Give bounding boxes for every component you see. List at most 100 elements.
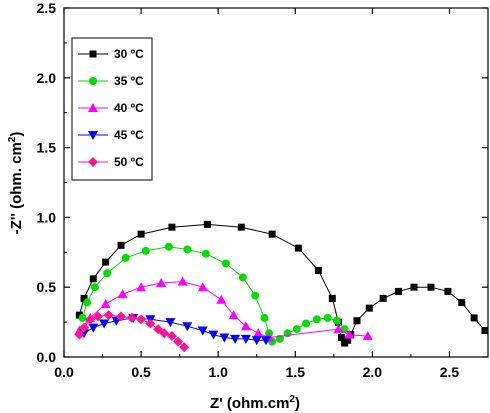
series-4: [79, 313, 271, 346]
data-point: [168, 223, 176, 231]
x-tick-label: 0.5: [131, 364, 151, 380]
series-1: [75, 220, 489, 347]
legend-label: 30 ºC: [114, 47, 144, 61]
data-point: [410, 283, 418, 291]
data-point: [379, 294, 387, 302]
data-point: [177, 276, 188, 286]
data-point: [344, 336, 352, 344]
data-point: [323, 313, 332, 322]
series-5: [74, 310, 190, 353]
y-tick-label: 2.5: [37, 0, 57, 16]
data-point: [92, 311, 103, 322]
data-point: [219, 333, 230, 343]
data-point: [427, 283, 435, 291]
data-point: [240, 321, 251, 331]
legend-marker: [88, 131, 98, 140]
data-point: [166, 331, 177, 342]
legend-item-5: 50 ºC: [78, 155, 144, 169]
data-point: [121, 253, 130, 262]
data-point: [141, 246, 150, 255]
x-axis-title: Z' (ohm.cm2): [210, 394, 300, 412]
legend-label: 50 ºC: [114, 155, 144, 169]
data-point: [136, 314, 147, 325]
y-tick-label: 0.5: [37, 279, 57, 295]
data-point: [201, 249, 210, 258]
data-point: [444, 287, 452, 295]
data-point: [260, 336, 271, 346]
data-point: [79, 322, 90, 333]
data-point: [99, 319, 110, 329]
data-point: [117, 241, 125, 249]
data-point: [362, 331, 373, 341]
data-point: [182, 322, 193, 332]
series-3: [74, 276, 373, 342]
legend-item-4: 45 ºC: [78, 128, 144, 142]
x-tick-label: 1.5: [286, 364, 306, 380]
legend-label: 35 ºC: [114, 74, 144, 88]
data-point: [197, 326, 208, 336]
data-point: [74, 329, 85, 340]
data-point: [145, 318, 156, 329]
data-point: [237, 223, 245, 231]
data-point: [328, 294, 336, 302]
series-2: [78, 242, 349, 346]
data-point: [85, 314, 96, 325]
data-point: [165, 318, 176, 328]
data-point: [353, 317, 361, 325]
data-point: [312, 315, 321, 324]
data-point: [344, 329, 355, 339]
data-point: [103, 269, 112, 278]
data-point: [117, 289, 128, 299]
y-tick-label: 2.0: [37, 70, 57, 86]
y-tick-label: 0.0: [37, 349, 57, 365]
data-point: [314, 266, 322, 274]
data-point: [103, 310, 114, 321]
data-point: [302, 319, 311, 328]
data-point: [395, 287, 403, 295]
legend-marker: [88, 103, 98, 112]
data-point: [100, 298, 111, 308]
data-point: [75, 311, 83, 319]
y-axis-title: -Z'' (ohm. cm2): [7, 132, 25, 235]
plot-area: [74, 220, 489, 353]
series-line: [79, 281, 368, 339]
legend: 30 ºC 35 ºC 40 ºC 45 ºC 50 ºC: [71, 37, 153, 181]
data-point: [173, 336, 184, 347]
data-point: [365, 304, 373, 312]
data-point: [292, 325, 301, 334]
data-point: [338, 333, 346, 341]
legend-marker: [89, 50, 97, 58]
data-point: [179, 342, 190, 353]
x-tick-label: 1.0: [208, 364, 228, 380]
data-point: [332, 316, 341, 325]
y-axis-title-group: -Z'' (ohm. cm2): [7, 132, 25, 235]
data-point: [80, 294, 88, 302]
data-point: [89, 275, 97, 283]
legend-item-1: 30 ºC: [78, 47, 144, 61]
x-axis-title-group: Z' (ohm.cm2): [210, 394, 300, 412]
data-point: [481, 326, 489, 334]
data-point: [228, 310, 239, 320]
data-point: [458, 299, 466, 307]
legend-box: [71, 37, 153, 181]
axes: 0.0 0.5 1.0 1.5 2.0 2.5 0.0 0.5 1.0 1.5 2.0 2.5: [37, 0, 489, 380]
data-point: [260, 313, 269, 322]
data-point: [203, 220, 211, 228]
y-tick-label: 1.5: [37, 140, 57, 156]
legend-label: 45 ºC: [114, 128, 144, 142]
data-point: [126, 312, 137, 323]
data-point: [208, 330, 219, 340]
data-point: [156, 278, 167, 288]
legend-marker: [88, 157, 98, 167]
data-point: [251, 291, 260, 300]
x-tick-label: 2.0: [363, 364, 383, 380]
x-tick-label: 2.5: [440, 364, 460, 380]
data-point: [294, 244, 302, 252]
data-point: [116, 311, 127, 322]
data-point: [238, 273, 247, 282]
data-point: [216, 294, 227, 304]
data-point: [333, 324, 344, 334]
legend-item-3: 40 ºC: [78, 101, 144, 115]
legend-item-2: 35 ºC: [78, 74, 144, 88]
